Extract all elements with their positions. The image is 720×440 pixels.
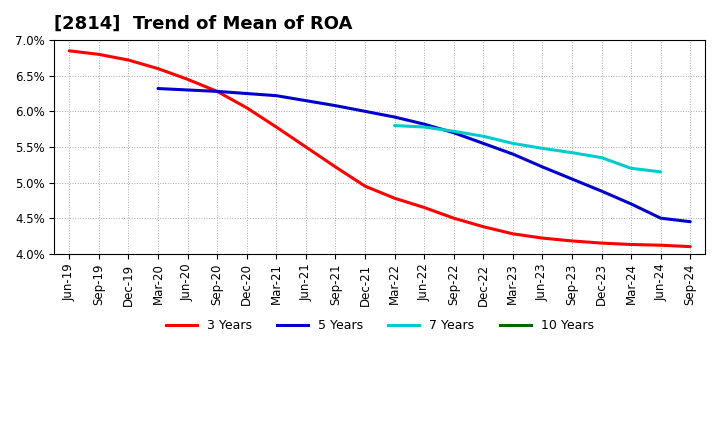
7 Years xyxy=(567,150,576,155)
3 Years xyxy=(94,52,103,57)
5 Years xyxy=(567,176,576,182)
3 Years xyxy=(390,195,399,201)
3 Years xyxy=(597,240,606,246)
5 Years xyxy=(597,188,606,194)
7 Years xyxy=(508,141,517,146)
3 Years xyxy=(65,48,73,53)
3 Years xyxy=(567,238,576,244)
Text: [2814]  Trend of Mean of ROA: [2814] Trend of Mean of ROA xyxy=(55,15,353,33)
3 Years xyxy=(361,183,369,189)
3 Years xyxy=(420,205,428,210)
7 Years xyxy=(449,128,458,134)
5 Years xyxy=(420,121,428,127)
3 Years xyxy=(243,105,251,110)
7 Years xyxy=(538,146,546,151)
7 Years xyxy=(626,165,635,171)
7 Years xyxy=(479,134,487,139)
5 Years xyxy=(183,87,192,92)
3 Years xyxy=(538,235,546,241)
Line: 7 Years: 7 Years xyxy=(395,125,661,172)
3 Years xyxy=(449,216,458,221)
3 Years xyxy=(124,57,132,62)
3 Years xyxy=(213,89,222,94)
5 Years xyxy=(243,91,251,96)
3 Years xyxy=(657,242,665,248)
3 Years xyxy=(183,77,192,82)
7 Years xyxy=(390,123,399,128)
7 Years xyxy=(420,125,428,130)
3 Years xyxy=(508,231,517,236)
5 Years xyxy=(272,93,281,98)
5 Years xyxy=(213,89,222,94)
3 Years xyxy=(686,244,695,249)
Legend: 3 Years, 5 Years, 7 Years, 10 Years: 3 Years, 5 Years, 7 Years, 10 Years xyxy=(161,314,599,337)
3 Years xyxy=(153,66,162,71)
3 Years xyxy=(331,164,340,169)
5 Years xyxy=(538,164,546,169)
3 Years xyxy=(479,224,487,229)
3 Years xyxy=(272,125,281,130)
5 Years xyxy=(302,98,310,103)
5 Years xyxy=(686,219,695,224)
5 Years xyxy=(449,130,458,136)
5 Years xyxy=(657,216,665,221)
5 Years xyxy=(390,114,399,120)
7 Years xyxy=(597,155,606,160)
5 Years xyxy=(153,86,162,91)
5 Years xyxy=(361,109,369,114)
Line: 3 Years: 3 Years xyxy=(69,51,690,247)
Line: 5 Years: 5 Years xyxy=(158,88,690,222)
5 Years xyxy=(626,201,635,206)
3 Years xyxy=(302,144,310,150)
5 Years xyxy=(508,151,517,157)
3 Years xyxy=(626,242,635,247)
5 Years xyxy=(479,141,487,146)
7 Years xyxy=(657,169,665,175)
5 Years xyxy=(331,103,340,108)
